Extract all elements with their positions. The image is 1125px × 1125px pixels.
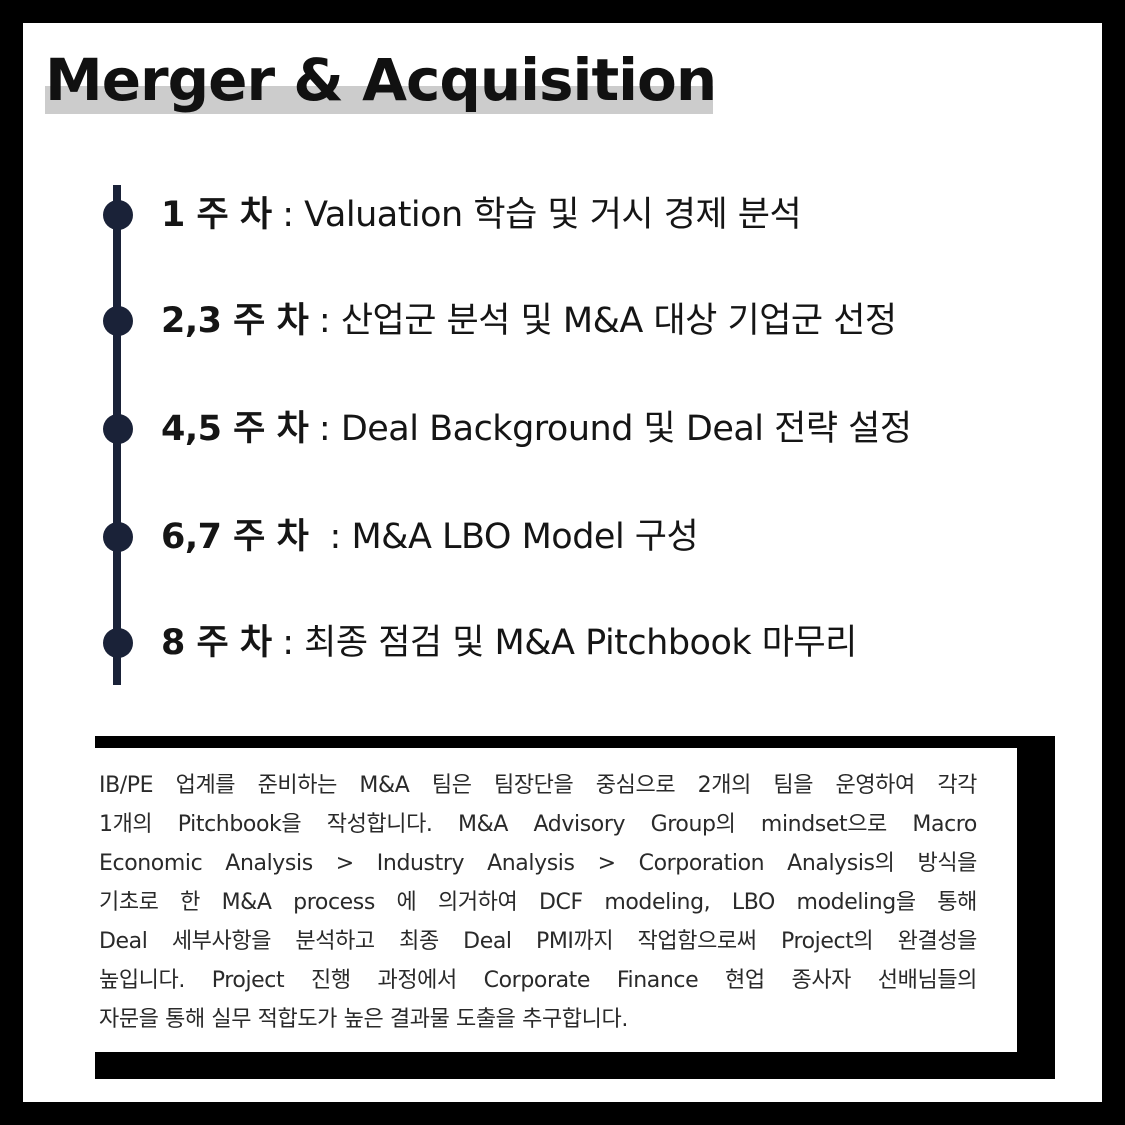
description-box: IB/PE 업계를 준비하는 M&A 팀은 팀장단을 중심으로 2개의 팀을 운…	[83, 748, 1017, 1052]
timeline-dot-icon	[103, 522, 133, 552]
timeline-dot-icon	[103, 628, 133, 658]
description-line: 높입니다. Project 진행 과정에서 Corporate Finance …	[99, 968, 977, 993]
week-separator: :	[271, 195, 305, 235]
schedule-item-week-1: 1 주 차 : Valuation 학습 및 거시 경제 분석	[103, 185, 1063, 245]
week-separator: :	[308, 301, 341, 341]
schedule-item-week-8: 8 주 차 : 최종 점검 및 M&A Pitchbook 마무리	[103, 613, 1063, 673]
week-description: 산업군 분석 및 M&A 대상 기업군 선정	[340, 301, 897, 341]
page-title: Merger & Acquisition	[45, 46, 717, 114]
week-description: 최종 점검 및 M&A Pitchbook 마무리	[304, 623, 857, 663]
description-line: 기초로 한 M&A process 에 의거하여 DCF modeling, L…	[99, 890, 977, 915]
description-line: 자문을 통해 실무 적합도가 높은 결과물 도출을 추구합니다.	[99, 1007, 628, 1032]
week-label: 2,3 주 차	[161, 301, 309, 341]
week-separator: :	[308, 409, 341, 449]
week-separator: :	[271, 623, 305, 663]
description-line: Deal 세부사항을 분석하고 최종 Deal PMI까지 작업함으로써 Pro…	[99, 929, 977, 954]
timeline-dot-icon	[103, 200, 133, 230]
schedule-item-week-6-7: 6,7 주 차 : M&A LBO Model 구성	[103, 507, 1063, 567]
schedule-item-week-2-3: 2,3 주 차 : 산업군 분석 및 M&A 대상 기업군 선정	[103, 291, 1063, 351]
week-separator: :	[308, 517, 352, 557]
week-label: 8 주 차	[161, 623, 272, 663]
title-highlight	[45, 86, 713, 114]
description-line: IB/PE 업계를 준비하는 M&A 팀은 팀장단을 중심으로 2개의 팀을 운…	[99, 773, 977, 798]
timeline-dot-icon	[103, 306, 133, 336]
week-description: Deal Background 및 Deal 전략 설정	[340, 409, 912, 449]
week-description: M&A LBO Model 구성	[351, 517, 699, 557]
content-card: Merger & Acquisition 1 주 차 : Valuation 학…	[23, 23, 1102, 1102]
week-label: 1 주 차	[161, 195, 272, 235]
schedule-item-week-4-5: 4,5 주 차 : Deal Background 및 Deal 전략 설정	[103, 399, 1063, 459]
week-description: Valuation 학습 및 거시 경제 분석	[304, 195, 802, 235]
week-label: 4,5 주 차	[161, 409, 309, 449]
description-line: 1개의 Pitchbook을 작성합니다. M&A Advisory Group…	[99, 812, 977, 837]
week-label: 6,7 주 차	[161, 517, 309, 557]
timeline-dot-icon	[103, 414, 133, 444]
description-line: Economic Analysis > Industry Analysis > …	[99, 851, 977, 876]
